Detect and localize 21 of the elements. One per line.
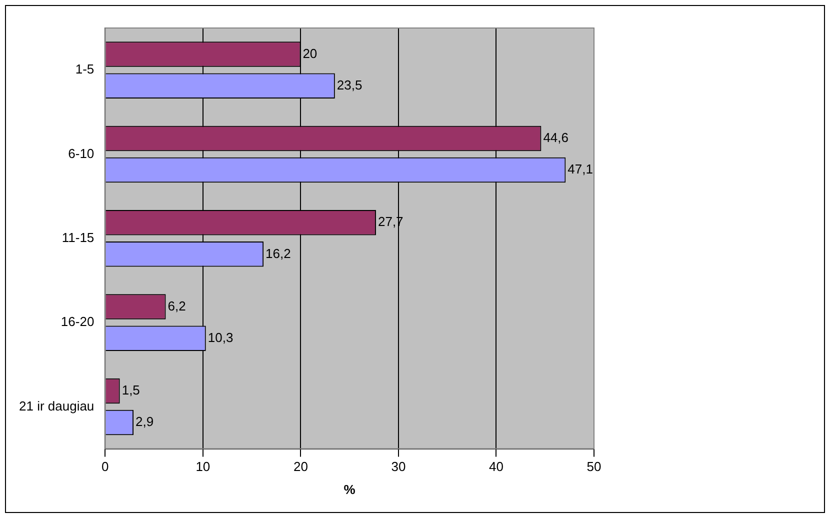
data-label: 6,2 [168,298,186,314]
data-label: 2,9 [136,414,154,430]
data-label: 10,3 [208,330,234,345]
x-tick-label: 20 [293,459,308,474]
y-tick-label: 16-20 [60,314,94,330]
y-tick-label: 11-15 [62,230,94,245]
x-axis-title: % [344,482,356,497]
x-tick-label: 50 [586,459,602,474]
data-label: 23,5 [336,77,362,92]
y-tick-label: 6-10 [68,146,94,161]
y-tick-label: 21 ir daugiau [18,398,94,414]
data-label: 16,2 [266,246,291,261]
x-tick-label: 10 [196,459,210,474]
x-tick-label: 0 [102,459,109,474]
data-label: 1,5 [122,382,140,398]
x-tick-label: 40 [489,459,504,474]
data-label: 44,6 [543,130,569,146]
x-tick-label: 30 [391,459,406,474]
y-tick-label: 1-5 [75,62,94,77]
data-label: 20 [302,46,318,61]
data-label: 47,1 [568,162,593,177]
